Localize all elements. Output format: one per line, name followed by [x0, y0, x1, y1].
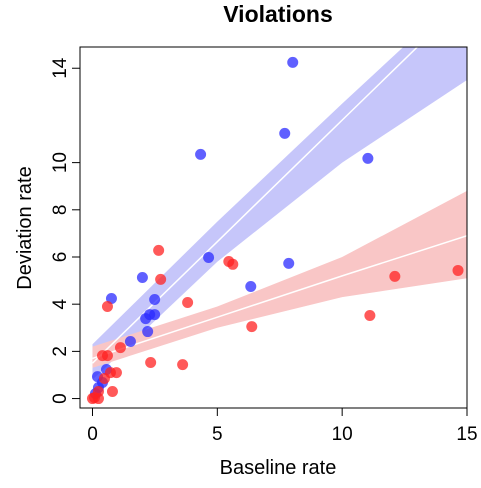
point: [155, 273, 167, 285]
point: [364, 310, 376, 322]
y-axis-label: Deviation rate: [14, 166, 36, 289]
y-tick-label: 14: [50, 57, 71, 79]
x-tick-label: 0: [87, 424, 98, 445]
plot-frame: [79, 46, 468, 409]
point: [227, 258, 239, 270]
y-tick-label: 2: [50, 346, 71, 357]
point: [149, 293, 161, 305]
point: [279, 127, 291, 139]
point: [283, 257, 295, 269]
point: [452, 264, 464, 276]
plot-area: [86, 47, 467, 405]
point: [245, 280, 257, 292]
confidence-band: [92, 190, 467, 368]
point: [287, 56, 299, 68]
confidence-band: [92, 47, 467, 380]
point: [96, 350, 108, 362]
point: [106, 385, 118, 397]
point: [389, 270, 401, 282]
y-tick-label: 8: [50, 205, 71, 216]
point: [98, 373, 110, 385]
x-tick-label: 5: [212, 424, 223, 445]
point: [203, 251, 215, 263]
chart-title: Violations: [223, 1, 333, 27]
point: [142, 326, 154, 338]
point: [195, 148, 207, 160]
x-tick-label: 15: [456, 424, 477, 445]
point: [182, 297, 194, 309]
y-tick-label: 6: [50, 252, 71, 263]
point: [124, 335, 136, 347]
point: [140, 313, 152, 325]
fit-line: [92, 235, 467, 360]
point: [136, 272, 148, 284]
y-tick-label: 0: [50, 393, 71, 404]
y-tick-label: 10: [50, 152, 71, 173]
point: [177, 359, 189, 371]
point: [101, 301, 113, 313]
point: [110, 367, 122, 379]
x-tick-label: 10: [332, 424, 353, 445]
point: [92, 393, 104, 405]
point: [362, 152, 374, 164]
point: [153, 244, 165, 256]
point: [246, 321, 258, 333]
point: [145, 356, 157, 368]
point: [114, 342, 126, 354]
y-tick-label: 4: [50, 298, 71, 309]
x-axis-label: Baseline rate: [220, 457, 337, 479]
